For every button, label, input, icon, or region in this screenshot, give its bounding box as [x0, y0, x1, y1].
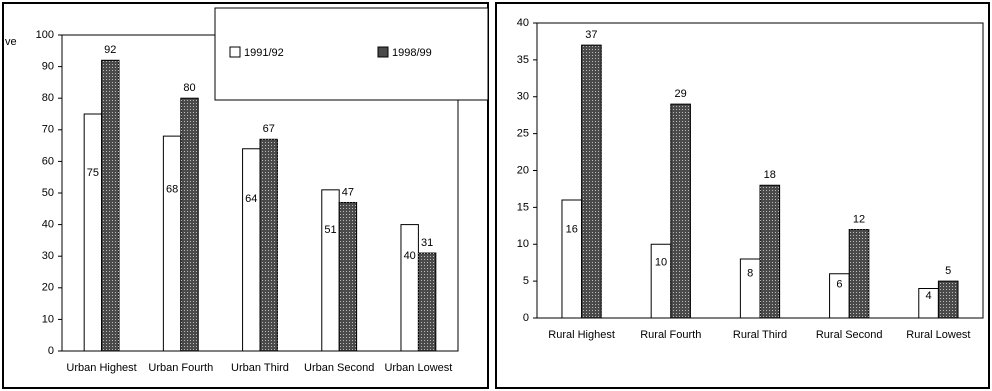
y-tick-label: 60 — [42, 155, 54, 167]
panel-frame — [495, 2, 990, 389]
y-tick-label: 80 — [42, 92, 54, 104]
y-tick-label: 30 — [42, 250, 54, 262]
y-tick-label: 35 — [517, 54, 529, 66]
bar-texture — [938, 281, 959, 318]
y-tick-label: 50 — [42, 187, 54, 199]
value-label: 4 — [926, 290, 932, 302]
bar-texture — [670, 104, 691, 318]
value-label: 68 — [166, 184, 178, 196]
value-label: 31 — [421, 237, 433, 249]
y-tick-label: 10 — [42, 313, 54, 325]
y-tick-label: 90 — [42, 61, 54, 73]
value-label: 64 — [245, 193, 257, 205]
bar-texture — [760, 185, 780, 318]
legend-label: 1998/99 — [392, 47, 432, 59]
value-label: 37 — [585, 29, 597, 41]
x-tick-label: Urban Fourth — [148, 362, 213, 374]
bar-texture — [581, 45, 602, 318]
value-label: 40 — [404, 250, 416, 262]
x-tick-label: Urban Lowest — [384, 362, 452, 374]
legend-swatch — [229, 46, 241, 58]
y-tick-label: 20 — [517, 164, 529, 176]
bar-texture — [418, 253, 436, 351]
bar-texture — [180, 98, 199, 351]
x-tick-label: Rural Third — [733, 329, 787, 341]
bar-texture — [260, 139, 278, 351]
value-label: 29 — [674, 88, 686, 100]
x-tick-label: Rural Second — [816, 329, 883, 341]
legend-box — [214, 7, 489, 101]
bar — [83, 113, 103, 352]
x-tick-label: Rural Lowest — [906, 329, 970, 341]
value-label: 12 — [853, 213, 865, 225]
y-tick-label: 40 — [42, 219, 54, 231]
value-label: 75 — [87, 167, 99, 179]
value-label: 80 — [183, 82, 195, 94]
x-tick-label: Rural Fourth — [640, 329, 701, 341]
value-label: 67 — [263, 123, 275, 135]
value-label: 5 — [945, 265, 951, 277]
y-tick-label: 30 — [517, 91, 529, 103]
value-label: 92 — [104, 44, 116, 56]
y-axis-label: ve — [5, 36, 17, 48]
bar-texture — [849, 229, 869, 318]
x-tick-label: Rural Highest — [548, 329, 615, 341]
y-tick-label: 20 — [42, 282, 54, 294]
value-label: 10 — [655, 257, 667, 269]
bar — [162, 135, 182, 352]
y-tick-label: 70 — [42, 124, 54, 136]
y-tick-label: 25 — [517, 128, 529, 140]
value-label: 16 — [566, 223, 578, 235]
bar — [561, 199, 583, 319]
panel-frame — [2, 2, 489, 389]
bar-texture — [339, 202, 357, 351]
y-tick-label: 0 — [523, 312, 529, 324]
legend-swatch — [377, 46, 389, 58]
y-tick-label: 0 — [48, 345, 54, 357]
bar — [650, 243, 672, 319]
y-tick-label: 10 — [517, 238, 529, 250]
y-tick-label: 100 — [36, 29, 54, 41]
legend-label: 1991/92 — [244, 47, 284, 59]
y-tick-label: 40 — [517, 17, 529, 29]
bar — [242, 148, 261, 352]
value-label: 51 — [324, 224, 336, 236]
value-label: 8 — [747, 268, 753, 280]
bar — [321, 189, 340, 352]
value-label: 18 — [764, 169, 776, 181]
x-tick-label: Urban Highest — [66, 362, 136, 374]
value-label: 47 — [342, 186, 354, 198]
y-tick-label: 15 — [517, 201, 529, 213]
bar-texture — [101, 60, 120, 351]
x-tick-label: Urban Second — [304, 362, 374, 374]
bar — [400, 224, 419, 352]
x-tick-label: Urban Third — [231, 362, 289, 374]
value-label: 6 — [836, 279, 842, 291]
y-tick-label: 5 — [523, 275, 529, 287]
